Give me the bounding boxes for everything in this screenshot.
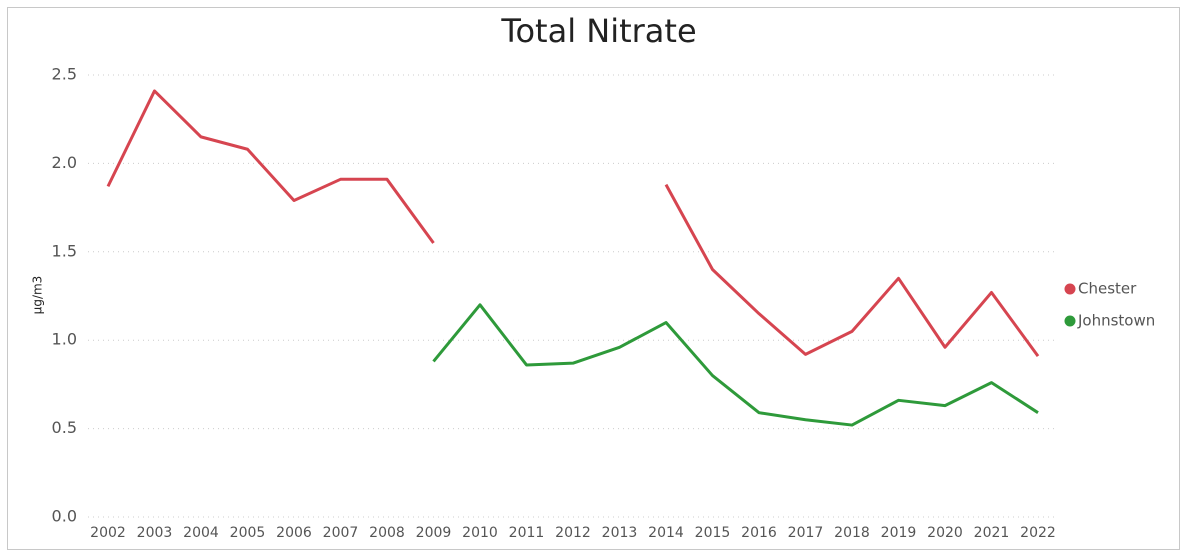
x-tick-label: 2011 xyxy=(509,525,545,541)
y-tick-label: 0.5 xyxy=(52,418,77,437)
y-tick-label: 2.5 xyxy=(52,65,77,84)
legend-marker xyxy=(1064,283,1076,295)
x-tick-label: 2003 xyxy=(137,525,173,541)
y-tick-label: 0.0 xyxy=(52,507,77,526)
x-tick-label: 2022 xyxy=(1020,525,1056,541)
x-tick-label: 2019 xyxy=(881,525,917,541)
legend-label: Johnstown xyxy=(1077,312,1155,330)
y-tick-label: 1.5 xyxy=(52,241,77,260)
x-tick-label: 2009 xyxy=(416,525,452,541)
x-tick-label: 2008 xyxy=(369,525,405,541)
chart-frame xyxy=(7,7,1180,550)
x-tick-label: 2018 xyxy=(834,525,870,541)
legend-label: Chester xyxy=(1078,280,1137,298)
x-tick-label: 2017 xyxy=(788,525,824,541)
x-tick-label: 2002 xyxy=(90,525,126,541)
x-tick-label: 2021 xyxy=(974,525,1010,541)
series-line xyxy=(432,303,1039,427)
x-tick-label: 2007 xyxy=(323,525,359,541)
series-line xyxy=(106,89,1040,357)
x-tick-label: 2013 xyxy=(602,525,638,541)
x-tick-label: 2010 xyxy=(462,525,498,541)
x-tick-label: 2004 xyxy=(183,525,219,541)
x-tick-label: 2015 xyxy=(695,525,731,541)
y-axis-label: µg/m3 xyxy=(31,276,45,315)
x-tick-label: 2014 xyxy=(648,525,684,541)
y-tick-label: 2.0 xyxy=(52,153,77,172)
x-tick-label: 2005 xyxy=(230,525,266,541)
y-tick-label: 1.0 xyxy=(52,330,77,349)
x-tick-label: 2012 xyxy=(555,525,591,541)
legend-marker xyxy=(1064,315,1076,327)
x-tick-label: 2020 xyxy=(927,525,963,541)
x-tick-label: 2006 xyxy=(276,525,312,541)
chart-title: Total Nitrate xyxy=(500,12,696,50)
x-tick-label: 2016 xyxy=(741,525,777,541)
